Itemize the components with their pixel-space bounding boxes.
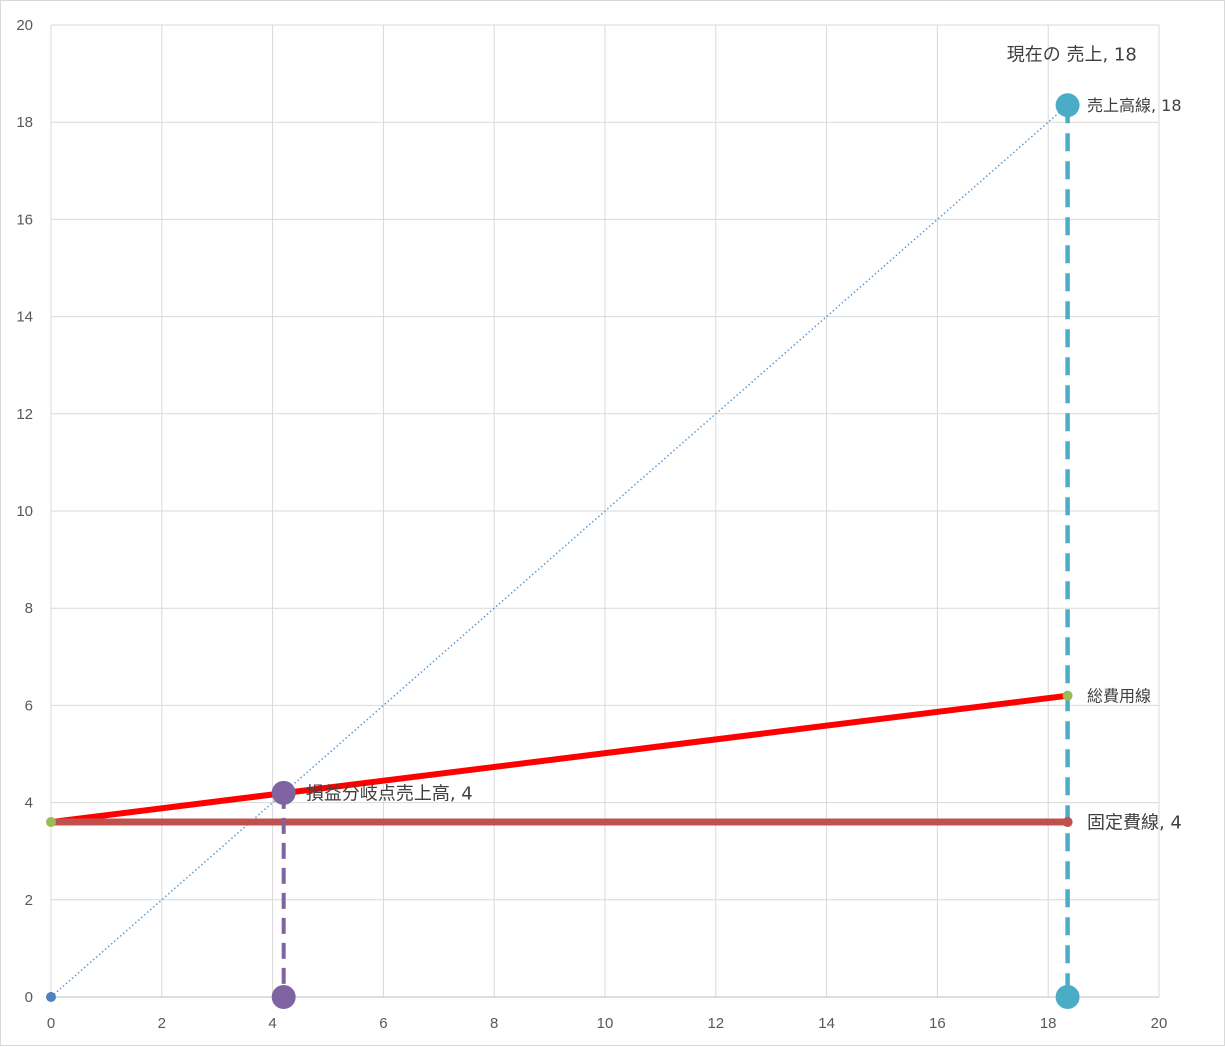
label-bep-label: 損益分岐点売上高, 4	[306, 783, 473, 804]
y-tick-label: 16	[16, 211, 33, 228]
x-tick-label: 6	[379, 1015, 387, 1032]
point-fc-end	[1062, 817, 1073, 828]
label-sales-line-label: 売上高線, 18	[1087, 96, 1182, 115]
point-tc-start	[46, 817, 56, 828]
point-bep	[271, 780, 296, 805]
x-tick-label: 10	[597, 1015, 614, 1032]
y-tick-label: 14	[16, 309, 33, 326]
x-tick-label: 12	[707, 1015, 724, 1032]
x-tick-label: 18	[1040, 1015, 1057, 1032]
y-tick-label: 10	[16, 503, 33, 520]
x-tick-label: 20	[1151, 1015, 1168, 1032]
y-tick-label: 2	[25, 892, 33, 909]
y-tick-label: 0	[25, 989, 33, 1006]
x-tick-label: 8	[490, 1015, 498, 1032]
series-sales-line	[50, 104, 1069, 998]
label-fixed-cost-label: 固定費線, 4	[1087, 813, 1182, 834]
x-tick-label: 4	[268, 1015, 276, 1032]
series-total-cost	[50, 692, 1068, 826]
y-tick-label: 18	[16, 114, 33, 131]
label-total-cost-label: 総費用線	[1087, 686, 1151, 705]
point-tc-end	[1062, 690, 1073, 701]
y-tick-label: 6	[25, 697, 33, 714]
y-tick-label: 4	[25, 795, 33, 812]
x-tick-label: 16	[929, 1015, 946, 1032]
x-tick-labels: 0 2 4 6 8 10 12 14 16 18 20	[47, 1015, 1168, 1032]
x-tick-label: 14	[818, 1015, 835, 1032]
point-origin	[46, 992, 56, 1002]
y-tick-label: 8	[25, 600, 33, 617]
y-tick-labels: 0 2 4 6 8 10 12 14 16 18 20	[16, 17, 33, 1006]
y-tick-label: 12	[16, 406, 33, 423]
y-tick-label: 20	[16, 17, 33, 34]
point-sales-base	[1055, 985, 1080, 1009]
point-sales-point	[1055, 93, 1080, 118]
series-lines	[50, 104, 1070, 998]
point-bep-base	[271, 985, 296, 1009]
x-tick-label: 2	[158, 1015, 166, 1032]
label-current-sales: 現在の 売上, 18	[1007, 45, 1137, 66]
x-tick-label: 0	[47, 1015, 55, 1032]
data-points	[46, 93, 1080, 1009]
